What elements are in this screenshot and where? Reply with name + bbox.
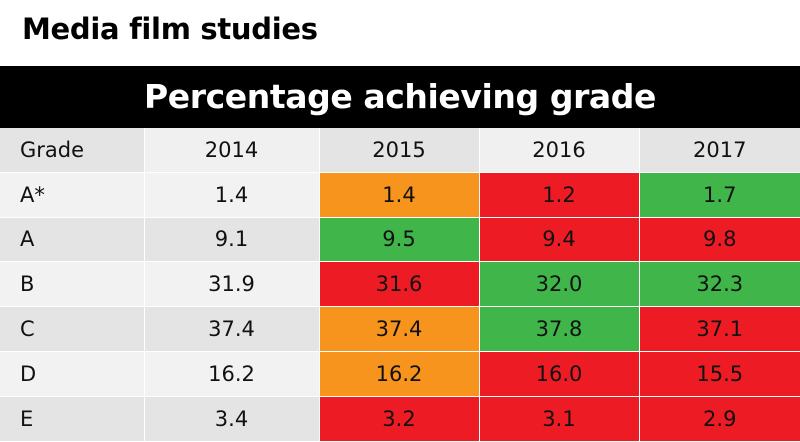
value-cell-2015: 1.4 [318,172,479,218]
column-header-2014: 2014 [143,128,319,173]
table-row: E 3.4 3.2 3.1 2.9 [0,396,800,442]
grades-table: Grade 2014 2015 2016 2017 A* 1.4 1.4 1.2 1.7… [0,128,800,442]
value-cell-2015: 37.4 [318,306,479,352]
grade-label: B [0,261,144,308]
table-row: A* 1.4 1.4 1.2 1.7 [0,172,800,218]
table-row: D 16.2 16.2 16.0 15.5 [0,351,800,397]
value-cell-2017: 32.3 [638,261,800,308]
value-cell-2017: 37.1 [638,306,800,352]
value-cell-2016: 37.8 [478,306,639,352]
grade-label: A [0,217,144,263]
value-cell-2014: 16.2 [143,351,319,397]
grade-label: C [0,306,144,352]
page-title: Media film studies [22,12,318,46]
table-row: C 37.4 37.4 37.8 37.1 [0,306,800,352]
value-cell-2014: 3.4 [143,396,319,442]
value-cell-2014: 1.4 [143,172,319,218]
column-header-grade: Grade [0,128,144,173]
value-cell-2017: 15.5 [638,351,800,397]
column-header-2017: 2017 [638,128,800,173]
value-cell-2016: 1.2 [478,172,639,218]
value-cell-2014: 9.1 [143,217,319,263]
value-cell-2017: 1.7 [638,172,800,218]
value-cell-2014: 37.4 [143,306,319,352]
column-header-2015: 2015 [318,128,479,173]
value-cell-2016: 32.0 [478,261,639,308]
value-cell-2017: 2.9 [638,396,800,442]
grade-label: D [0,351,144,397]
column-header-2016: 2016 [478,128,639,173]
value-cell-2015: 16.2 [318,351,479,397]
table-row: A 9.1 9.5 9.4 9.8 [0,217,800,263]
header-row: Grade 2014 2015 2016 2017 [0,128,800,173]
value-cell-2014: 31.9 [143,261,319,308]
table-row: B 31.9 31.6 32.0 32.3 [0,261,800,308]
value-cell-2016: 16.0 [478,351,639,397]
grade-label: E [0,396,144,442]
value-cell-2016: 9.4 [478,217,639,263]
value-cell-2015: 3.2 [318,396,479,442]
grade-label: A* [0,172,144,218]
value-cell-2016: 3.1 [478,396,639,442]
value-cell-2015: 31.6 [318,261,479,308]
table-banner: Percentage achieving grade [0,66,800,128]
value-cell-2015: 9.5 [318,217,479,263]
value-cell-2017: 9.8 [638,217,800,263]
